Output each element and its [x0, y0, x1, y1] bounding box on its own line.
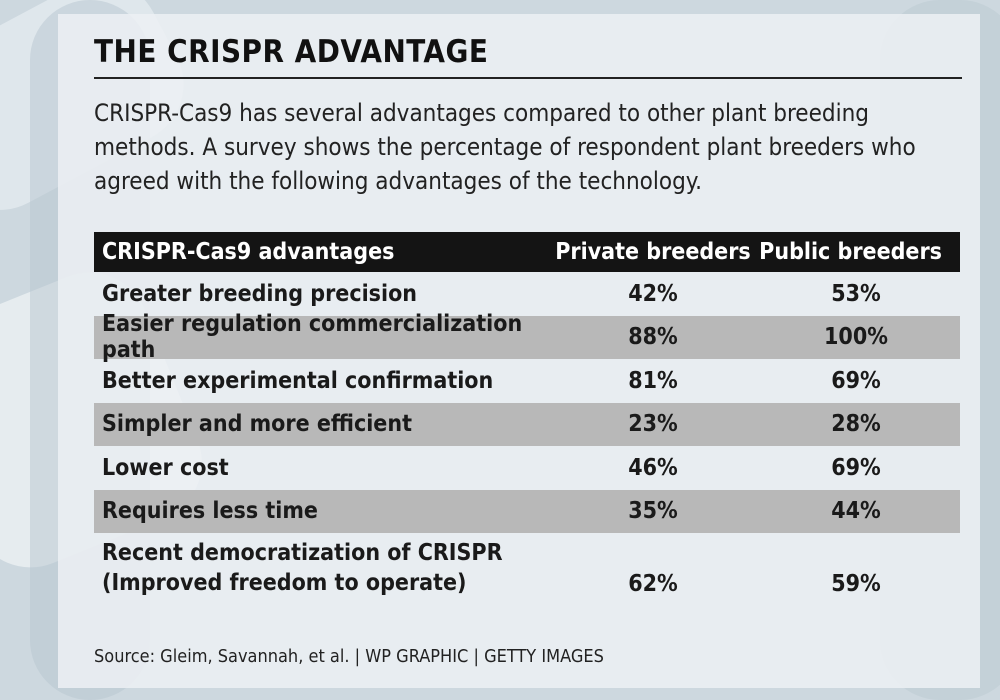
private-value: 42% [628, 280, 678, 307]
advantage-label: Greater breeding precision [94, 281, 554, 307]
advantage-label-line: (Improved freedom to operate) [102, 570, 467, 596]
advantage-label-line: Lower cost [102, 454, 229, 481]
advantage-label: Simpler and more efficient [94, 411, 554, 437]
private-value: 81% [628, 367, 678, 394]
header-private: Private breeders [555, 239, 751, 265]
table-row: Requires less time 35% 44% [94, 489, 960, 533]
advantages-table: CRISPR-Cas9 advantages Private breeders … [94, 232, 960, 603]
public-value: 100% [824, 324, 888, 351]
graphic-title: THE CRISPR ADVANTAGE [94, 34, 489, 70]
advantage-label: Recent democratization of CRISPR (Improve… [94, 538, 554, 598]
private-value: 88% [628, 324, 678, 351]
private-value: 62% [628, 571, 678, 597]
table-body: Greater breeding precision 42% 53% Easier r… [94, 272, 960, 603]
advantage-label-line: Greater breeding precision [102, 280, 418, 307]
advantage-label-line: Better experimental confirmation [102, 367, 494, 394]
public-value: 69% [831, 367, 881, 394]
private-value: 46% [628, 454, 678, 481]
public-value: 53% [831, 280, 881, 307]
advantage-label: Lower cost [94, 455, 554, 481]
advantage-label: Easier regulation commercialization path [94, 311, 554, 363]
advantage-label-line: Recent democratization of CRISPR [102, 540, 503, 566]
table-header-row: CRISPR-Cas9 advantages Private breeders … [94, 232, 960, 272]
intro-text: CRISPR-Cas9 has several advantages compa… [94, 99, 916, 195]
infographic-panel: THE CRISPR ADVANTAGE CRISPR-Cas9 has sev… [58, 14, 980, 688]
table-row: Lower cost 46% 69% [94, 446, 960, 490]
advantage-label-line: Requires less time [102, 498, 318, 525]
public-value: 69% [831, 454, 881, 481]
public-value: 59% [831, 571, 881, 597]
table-row: Recent democratization of CRISPR (Improve… [94, 533, 960, 603]
table-row: Simpler and more efficient 23% 28% [94, 402, 960, 446]
table-row: Better experimental confirmation 81% 69% [94, 359, 960, 403]
public-value: 44% [831, 498, 881, 525]
public-value: 28% [831, 411, 881, 438]
header-public: Public breeders [759, 239, 942, 265]
private-value: 35% [628, 498, 678, 525]
header-advantage: CRISPR-Cas9 advantages [102, 239, 395, 265]
advantage-label-line: Easier regulation commercialization path [102, 311, 523, 364]
private-value: 23% [628, 411, 678, 438]
advantage-label: Requires less time [94, 498, 554, 524]
source-credit: Source: Gleim, Savannah, et al. | WP GRA… [94, 646, 604, 667]
table-row: Greater breeding precision 42% 53% [94, 272, 960, 316]
advantage-label: Better experimental confirmation [94, 368, 554, 394]
advantage-label-line: Simpler and more efficient [102, 411, 412, 438]
table-row: Easier regulation commercialization path… [94, 311, 960, 363]
title-divider [94, 77, 962, 79]
